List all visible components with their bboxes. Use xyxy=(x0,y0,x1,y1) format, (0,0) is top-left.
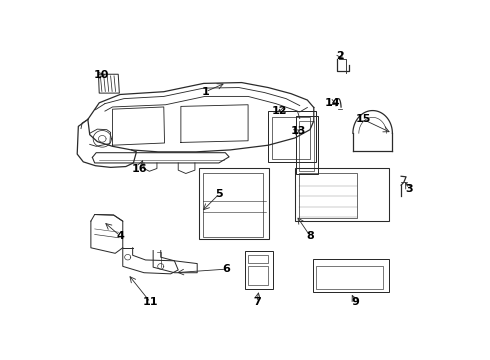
Bar xyxy=(245,251,273,289)
Text: 16: 16 xyxy=(131,164,147,174)
Text: 1: 1 xyxy=(202,87,209,97)
Bar xyxy=(317,266,383,289)
Text: 11: 11 xyxy=(143,297,158,307)
Text: 3: 3 xyxy=(405,184,413,194)
Text: 9: 9 xyxy=(352,297,360,307)
Bar xyxy=(295,168,389,221)
Bar xyxy=(202,173,263,237)
Bar xyxy=(248,255,268,263)
Bar xyxy=(296,116,318,174)
Text: 6: 6 xyxy=(222,264,230,274)
Text: 2: 2 xyxy=(337,51,344,61)
Bar xyxy=(299,121,314,171)
Text: 10: 10 xyxy=(94,70,109,80)
Text: 7: 7 xyxy=(253,297,261,307)
Text: 12: 12 xyxy=(272,106,287,116)
Text: 4: 4 xyxy=(116,231,124,241)
Bar xyxy=(313,260,390,292)
Bar xyxy=(272,117,310,159)
Text: 8: 8 xyxy=(306,231,314,241)
Text: 5: 5 xyxy=(215,189,222,199)
Text: 15: 15 xyxy=(355,114,371,125)
Bar xyxy=(298,174,358,219)
Bar xyxy=(248,266,268,285)
Text: 13: 13 xyxy=(291,126,306,135)
Bar xyxy=(268,111,316,162)
Bar xyxy=(199,168,269,239)
Text: 14: 14 xyxy=(325,98,341,108)
